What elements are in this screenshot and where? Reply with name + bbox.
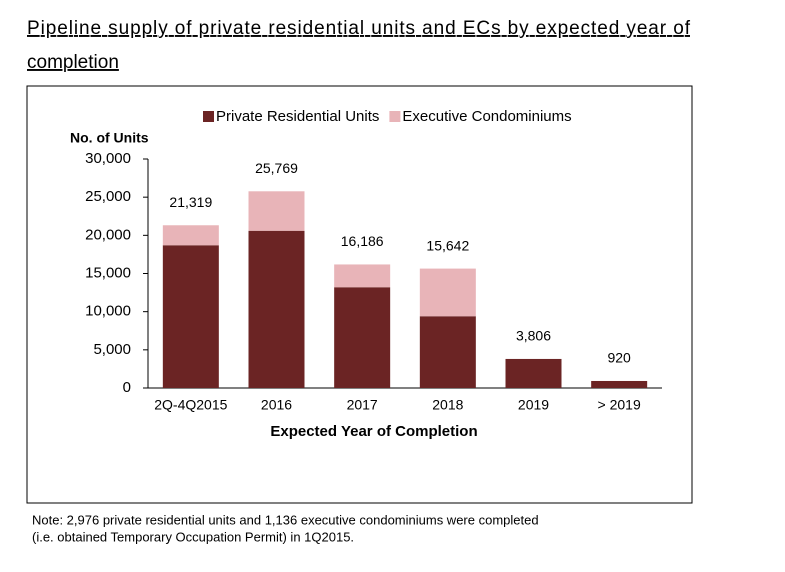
bar-segment [162,245,219,388]
bar-segment [591,380,648,388]
x-tick-label: 2018 [432,397,463,413]
x-tick-label: 2Q-4Q2015 [154,397,227,413]
total-label: 25,769 [255,160,298,176]
x-axis-title: Expected Year of Completion [270,423,477,440]
y-tick-label: 25,000 [85,188,131,205]
y-tick-label: 30,000 [85,150,131,167]
y-tick-label: 20,000 [85,226,131,243]
x-tick-label: > 2019 [598,397,641,413]
legend-label: Private Residential Units [216,108,379,125]
total-label: 16,186 [341,233,384,249]
bar-segment [419,268,476,317]
bar-segment [162,225,219,246]
x-tick-label: 2017 [347,397,378,413]
bar-segment [505,358,562,388]
y-tick-label: 15,000 [85,264,131,281]
chart-frame [26,85,693,504]
note-line: Note: 2,976 private residential units an… [32,512,539,527]
legend-swatch [389,111,401,122]
legend-swatch [203,111,214,122]
bar-segment [334,287,391,388]
bar-segment [248,230,305,388]
title-line: completion [27,52,119,73]
bar-segment [419,316,476,388]
y-axis-title: No. of Units [70,130,149,146]
note-line: (i.e. obtained Temporary Occupation Perm… [32,529,354,544]
total-label: 15,642 [426,237,469,253]
y-tick-label: 5,000 [93,341,131,358]
legend-label: Executive Condominiums [402,108,571,125]
title-line: Pipeline supply of private residential u… [27,18,691,39]
total-label: 920 [607,350,631,366]
total-label: 3,806 [516,328,551,344]
x-tick-label: 2019 [518,397,549,413]
x-tick-label: 2016 [261,397,292,413]
y-tick-label: 10,000 [85,303,131,320]
bar-segment [334,264,391,288]
bar-segment [248,191,305,231]
y-tick-label: 0 [123,379,131,396]
total-label: 21,319 [169,194,212,210]
